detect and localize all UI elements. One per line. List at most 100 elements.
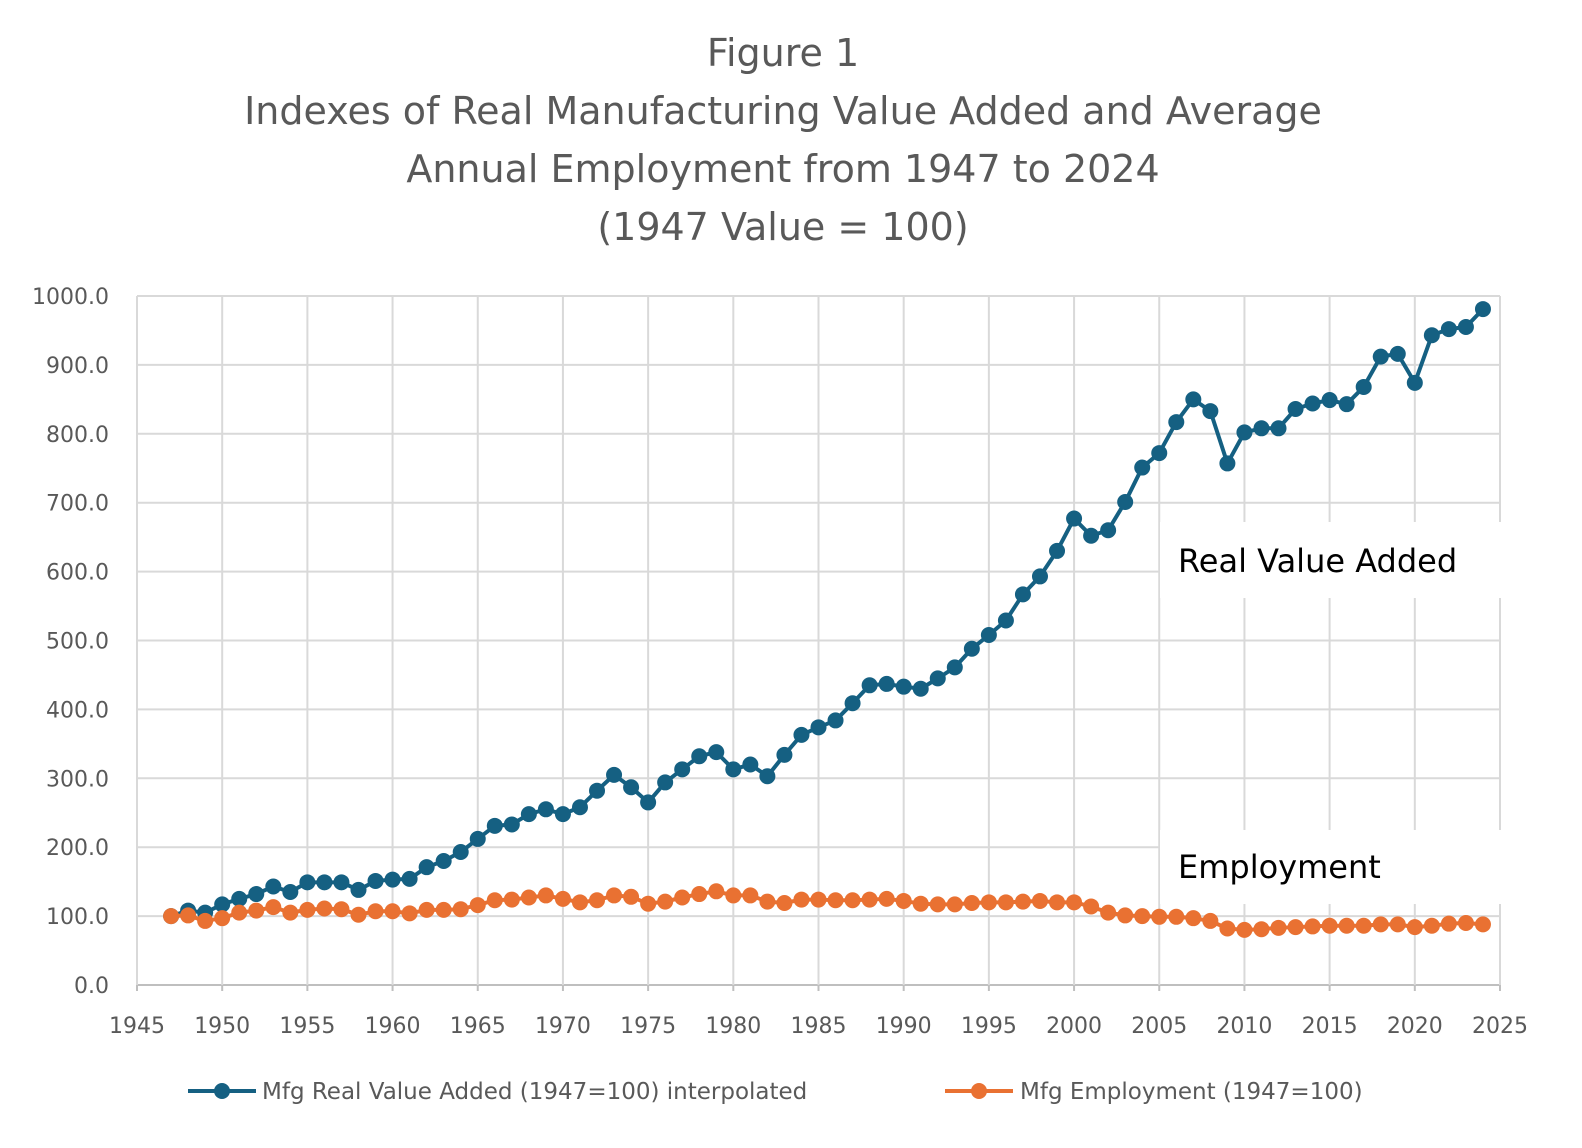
data-point-1-1961: [401, 905, 418, 922]
data-point-0-1989: [878, 675, 895, 692]
data-point-1-1991: [912, 895, 929, 912]
data-point-0-2005: [1151, 445, 1168, 462]
data-point-1-1950: [214, 910, 231, 927]
data-point-1-1974: [623, 888, 640, 905]
data-point-0-1993: [946, 659, 963, 676]
data-point-0-1985: [810, 719, 827, 736]
data-point-0-1961: [401, 870, 418, 887]
data-point-0-1971: [571, 799, 588, 816]
data-point-1-1958: [350, 906, 367, 923]
data-point-1-2005: [1151, 908, 1168, 925]
data-point-1-2002: [1100, 904, 1117, 921]
x-tick-label: 2020: [1387, 1014, 1443, 1039]
data-point-1-2020: [1406, 919, 1423, 936]
data-point-1-2003: [1117, 907, 1134, 924]
data-point-0-2012: [1270, 420, 1287, 437]
data-point-0-1987: [844, 695, 861, 712]
data-point-1-1955: [299, 901, 316, 918]
data-point-0-2007: [1185, 391, 1202, 408]
gridlines: [136, 295, 1501, 986]
data-point-1-2012: [1270, 919, 1287, 936]
data-point-1-2016: [1338, 917, 1355, 934]
data-point-1-2004: [1134, 908, 1151, 925]
x-tick-label: 1950: [194, 1014, 250, 1039]
y-tick-label: 900.0: [46, 354, 109, 379]
data-point-0-2000: [1066, 510, 1083, 527]
data-point-0-1972: [589, 782, 606, 799]
data-point-0-1960: [384, 871, 401, 888]
data-point-0-2018: [1372, 348, 1389, 365]
data-point-1-1964: [452, 901, 469, 918]
data-point-0-2004: [1134, 459, 1151, 476]
data-point-1-1992: [929, 896, 946, 913]
data-point-0-1963: [435, 852, 452, 869]
data-point-1-1994: [963, 895, 980, 912]
x-tick-label: 1970: [535, 1014, 591, 1039]
data-point-0-1979: [708, 744, 725, 761]
data-point-0-1959: [367, 872, 384, 889]
data-point-0-2023: [1457, 319, 1474, 336]
data-point-0-2001: [1083, 527, 1100, 544]
legend-marker-employment: [971, 1083, 987, 1099]
data-point-0-1984: [793, 726, 810, 743]
data-point-1-1983: [776, 895, 793, 912]
data-point-1-1962: [418, 901, 435, 918]
legend-marker-value-added: [214, 1083, 230, 1099]
y-tick-label: 0.0: [74, 974, 109, 999]
data-point-1-1969: [537, 887, 554, 904]
annotation-employment: Employment: [1178, 848, 1381, 886]
data-point-0-2024: [1474, 301, 1491, 318]
data-point-0-1951: [231, 890, 248, 907]
data-point-1-1987: [844, 892, 861, 909]
data-point-0-1954: [282, 883, 299, 900]
annotation-box-employment: [1160, 830, 1502, 904]
data-point-1-2013: [1287, 919, 1304, 936]
data-point-1-1982: [759, 893, 776, 910]
data-point-0-1964: [452, 844, 469, 861]
data-point-0-1976: [657, 774, 674, 791]
data-point-1-1949: [197, 912, 214, 929]
series-line-0: [170, 307, 1485, 919]
data-point-0-2020: [1406, 374, 1423, 391]
y-tick-label: 800.0: [46, 423, 109, 448]
data-point-0-1975: [640, 794, 657, 811]
data-point-1-1993: [946, 896, 963, 913]
data-point-1-2022: [1440, 915, 1457, 932]
data-point-1-2019: [1389, 916, 1406, 933]
data-point-1-2000: [1066, 894, 1083, 911]
data-point-1-1965: [469, 897, 486, 914]
data-point-1-1957: [333, 901, 350, 918]
chart-title-line-4: (1947 Value = 100): [597, 205, 968, 249]
data-point-1-2010: [1236, 921, 1253, 938]
data-point-1-1999: [1049, 894, 1066, 911]
data-point-0-1957: [333, 874, 350, 891]
data-point-0-2010: [1236, 424, 1253, 441]
data-point-0-1977: [674, 761, 691, 778]
data-point-0-2016: [1338, 396, 1355, 413]
legend-label-employment: Mfg Employment (1947=100): [1020, 1079, 1363, 1105]
x-tick-label: 1955: [279, 1014, 335, 1039]
data-point-1-2015: [1321, 917, 1338, 934]
data-point-0-1997: [1014, 586, 1031, 603]
x-tick-label: 2000: [1046, 1014, 1102, 1039]
data-point-1-1956: [316, 900, 333, 917]
data-point-0-1986: [827, 712, 844, 729]
data-point-0-1969: [537, 801, 554, 818]
data-point-0-2019: [1389, 345, 1406, 362]
data-point-1-1980: [725, 887, 742, 904]
x-tick-label: 1975: [620, 1014, 676, 1039]
data-point-0-1955: [299, 874, 316, 891]
data-point-1-1978: [691, 886, 708, 903]
data-point-0-2013: [1287, 400, 1304, 417]
data-point-1-2011: [1253, 921, 1270, 938]
data-point-0-1999: [1049, 542, 1066, 559]
data-point-1-2023: [1457, 914, 1474, 931]
x-tick-label: 2015: [1302, 1014, 1358, 1039]
data-point-0-1965: [469, 830, 486, 847]
data-point-0-1968: [520, 806, 537, 823]
data-point-1-1995: [980, 894, 997, 911]
data-point-1-2006: [1168, 908, 1185, 925]
data-point-1-1960: [384, 903, 401, 920]
data-point-1-1948: [180, 907, 197, 924]
data-point-1-1976: [657, 893, 674, 910]
